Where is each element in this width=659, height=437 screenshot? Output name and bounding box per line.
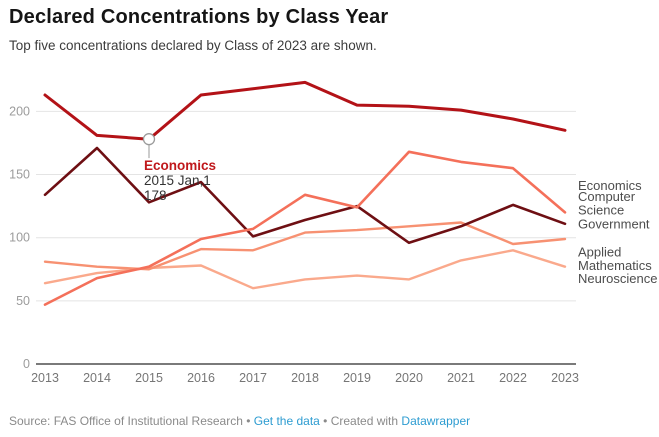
x-tick-label: 2018 — [291, 371, 319, 385]
series-label-computer-science: Computer — [578, 189, 636, 204]
x-tick-label: 2021 — [447, 371, 475, 385]
y-tick-label: 150 — [9, 168, 30, 182]
annotation-date: 2015 Jan,1 — [144, 173, 211, 188]
line-chart-svg: 0 50 100 150 200 2013 2014 2015 2016 2017 2018 2019… — [9, 80, 658, 385]
x-tick-label: 2015 — [135, 371, 163, 385]
created-with-text: Created with — [330, 414, 402, 428]
x-tick-label: 2013 — [31, 371, 59, 385]
chart-header: Declared Concentrations by Class Year To… — [9, 6, 651, 53]
y-tick-label: 50 — [16, 294, 30, 308]
source-text: Source: FAS Office of Institutional Rese… — [9, 414, 243, 428]
x-tick-label: 2014 — [83, 371, 111, 385]
series-label-neuroscience: Neuroscience — [578, 271, 658, 286]
datawrapper-link[interactable]: Datawrapper — [401, 414, 471, 428]
series-line-neuroscience[interactable] — [43, 249, 567, 290]
annotation-point-marker — [142, 133, 156, 146]
y-tick-label: 200 — [9, 104, 30, 118]
series-label-computer-science: Science — [578, 203, 624, 218]
x-tick-label: 2022 — [499, 371, 527, 385]
series-line-government[interactable] — [43, 146, 567, 245]
footer-separator: • — [319, 414, 331, 428]
series-label-government: Government — [578, 217, 650, 232]
footer-separator: • — [242, 414, 254, 428]
chart-title: Declared Concentrations by Class Year — [9, 6, 389, 28]
annotation-series-name: Economics — [144, 158, 216, 173]
x-tick-label: 2016 — [187, 371, 215, 385]
x-tick-label: 2019 — [343, 371, 371, 385]
series-label-applied-mathematics: Mathematics — [578, 258, 652, 273]
get-the-data-link[interactable]: Get the data — [253, 414, 320, 428]
y-tick-label: 0 — [23, 357, 30, 371]
x-tick-label: 2023 — [551, 371, 579, 385]
chart-subtitle: Top five concentrations declared by Clas… — [9, 38, 377, 53]
chart-footer: Source: FAS Office of Institutional Rese… — [9, 414, 470, 428]
annotation-value: 178 — [144, 188, 167, 203]
line-chart: 0 50 100 150 200 2013 2014 2015 2016 2017 2018 2019… — [0, 66, 659, 400]
x-tick-label: 2017 — [239, 371, 267, 385]
series-label-economics: Economics — [578, 178, 642, 193]
series-line-applied-mathematics[interactable] — [43, 221, 567, 271]
series-label-applied-mathematics: Applied — [578, 245, 621, 260]
x-tick-label: 2020 — [395, 371, 423, 385]
series-line-economics[interactable] — [43, 80, 567, 141]
series-line-computer-science[interactable] — [43, 150, 567, 306]
y-tick-label: 100 — [9, 231, 30, 245]
